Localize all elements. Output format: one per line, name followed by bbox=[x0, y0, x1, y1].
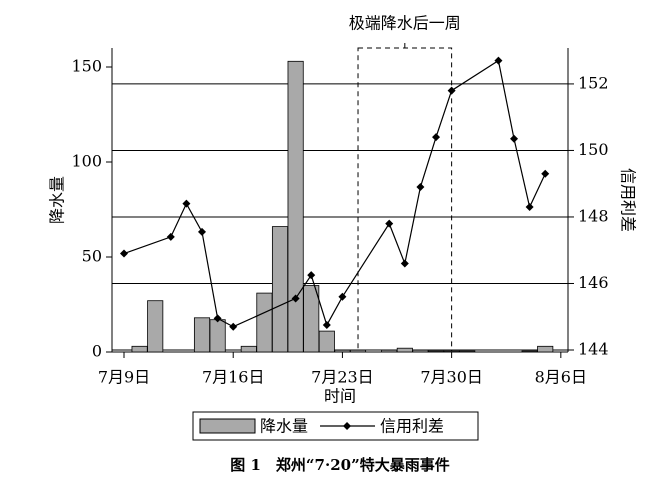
bar bbox=[209, 319, 226, 353]
line-marker bbox=[166, 232, 175, 241]
y2-tick-label: 152 bbox=[578, 73, 609, 92]
line-marker bbox=[494, 56, 503, 65]
line-marker bbox=[213, 314, 222, 323]
bar bbox=[287, 60, 304, 353]
y2-tick-label: 146 bbox=[578, 273, 609, 292]
bar bbox=[443, 350, 460, 353]
bar bbox=[303, 285, 320, 353]
y2-tick-label: 148 bbox=[578, 206, 609, 225]
x-tick-label: 7月30日 bbox=[420, 368, 483, 387]
highlight-label: 极端降水后一周 bbox=[349, 14, 461, 33]
bar bbox=[537, 345, 554, 353]
line-marker bbox=[385, 219, 394, 228]
y2-tick-label: 150 bbox=[578, 140, 609, 159]
y-tick-label: 0 bbox=[92, 342, 102, 361]
bar bbox=[427, 350, 445, 353]
line-marker bbox=[525, 202, 534, 211]
bar bbox=[459, 350, 476, 353]
x-axis-label: 时间 bbox=[324, 387, 356, 406]
line-marker bbox=[291, 294, 300, 303]
legend-marker bbox=[343, 422, 352, 430]
bar bbox=[381, 349, 398, 353]
legend-box bbox=[192, 411, 479, 441]
y2-axis-label: 信用利差 bbox=[619, 168, 638, 232]
line-marker bbox=[338, 292, 347, 301]
y-tick-label: 100 bbox=[71, 152, 102, 171]
x-tick-label: 7月9日 bbox=[98, 368, 150, 387]
line-marker bbox=[432, 133, 441, 142]
y-tick-label: 150 bbox=[71, 57, 102, 76]
bar bbox=[412, 349, 429, 353]
bar bbox=[396, 347, 413, 353]
legend-swatch bbox=[199, 418, 256, 434]
bar bbox=[521, 350, 538, 353]
x-tick-label: 7月23日 bbox=[311, 368, 374, 387]
y-axis-label: 降水量 bbox=[48, 176, 67, 224]
line bbox=[123, 59, 546, 328]
line-marker bbox=[510, 134, 519, 143]
bar bbox=[349, 349, 367, 353]
bar bbox=[131, 345, 148, 353]
bar bbox=[193, 317, 211, 353]
line-marker bbox=[120, 249, 129, 258]
line-marker bbox=[447, 86, 456, 95]
highlight-box bbox=[357, 47, 453, 353]
x-tick-label: 8月6日 bbox=[535, 368, 587, 387]
y2-tick-label: 144 bbox=[578, 340, 609, 359]
line-marker bbox=[229, 322, 238, 331]
line-marker bbox=[182, 199, 191, 208]
bar bbox=[240, 345, 257, 353]
legend-label: 信用利差 bbox=[380, 417, 444, 436]
line-marker bbox=[541, 169, 550, 178]
y-tick-label: 50 bbox=[82, 247, 102, 266]
legend-label: 降水量 bbox=[260, 417, 308, 436]
x-tick-label: 7月16日 bbox=[202, 368, 265, 387]
bar bbox=[318, 330, 335, 353]
bar bbox=[334, 349, 351, 353]
bar bbox=[271, 226, 289, 353]
caption: 图 1 郑州“7·20”特大暴雨事件 bbox=[230, 456, 449, 474]
line-marker bbox=[416, 183, 425, 192]
bar bbox=[256, 292, 273, 353]
line-marker bbox=[198, 227, 207, 236]
line-marker bbox=[322, 321, 331, 330]
bar bbox=[147, 300, 164, 353]
line-marker bbox=[307, 271, 316, 280]
line-marker bbox=[400, 259, 409, 268]
